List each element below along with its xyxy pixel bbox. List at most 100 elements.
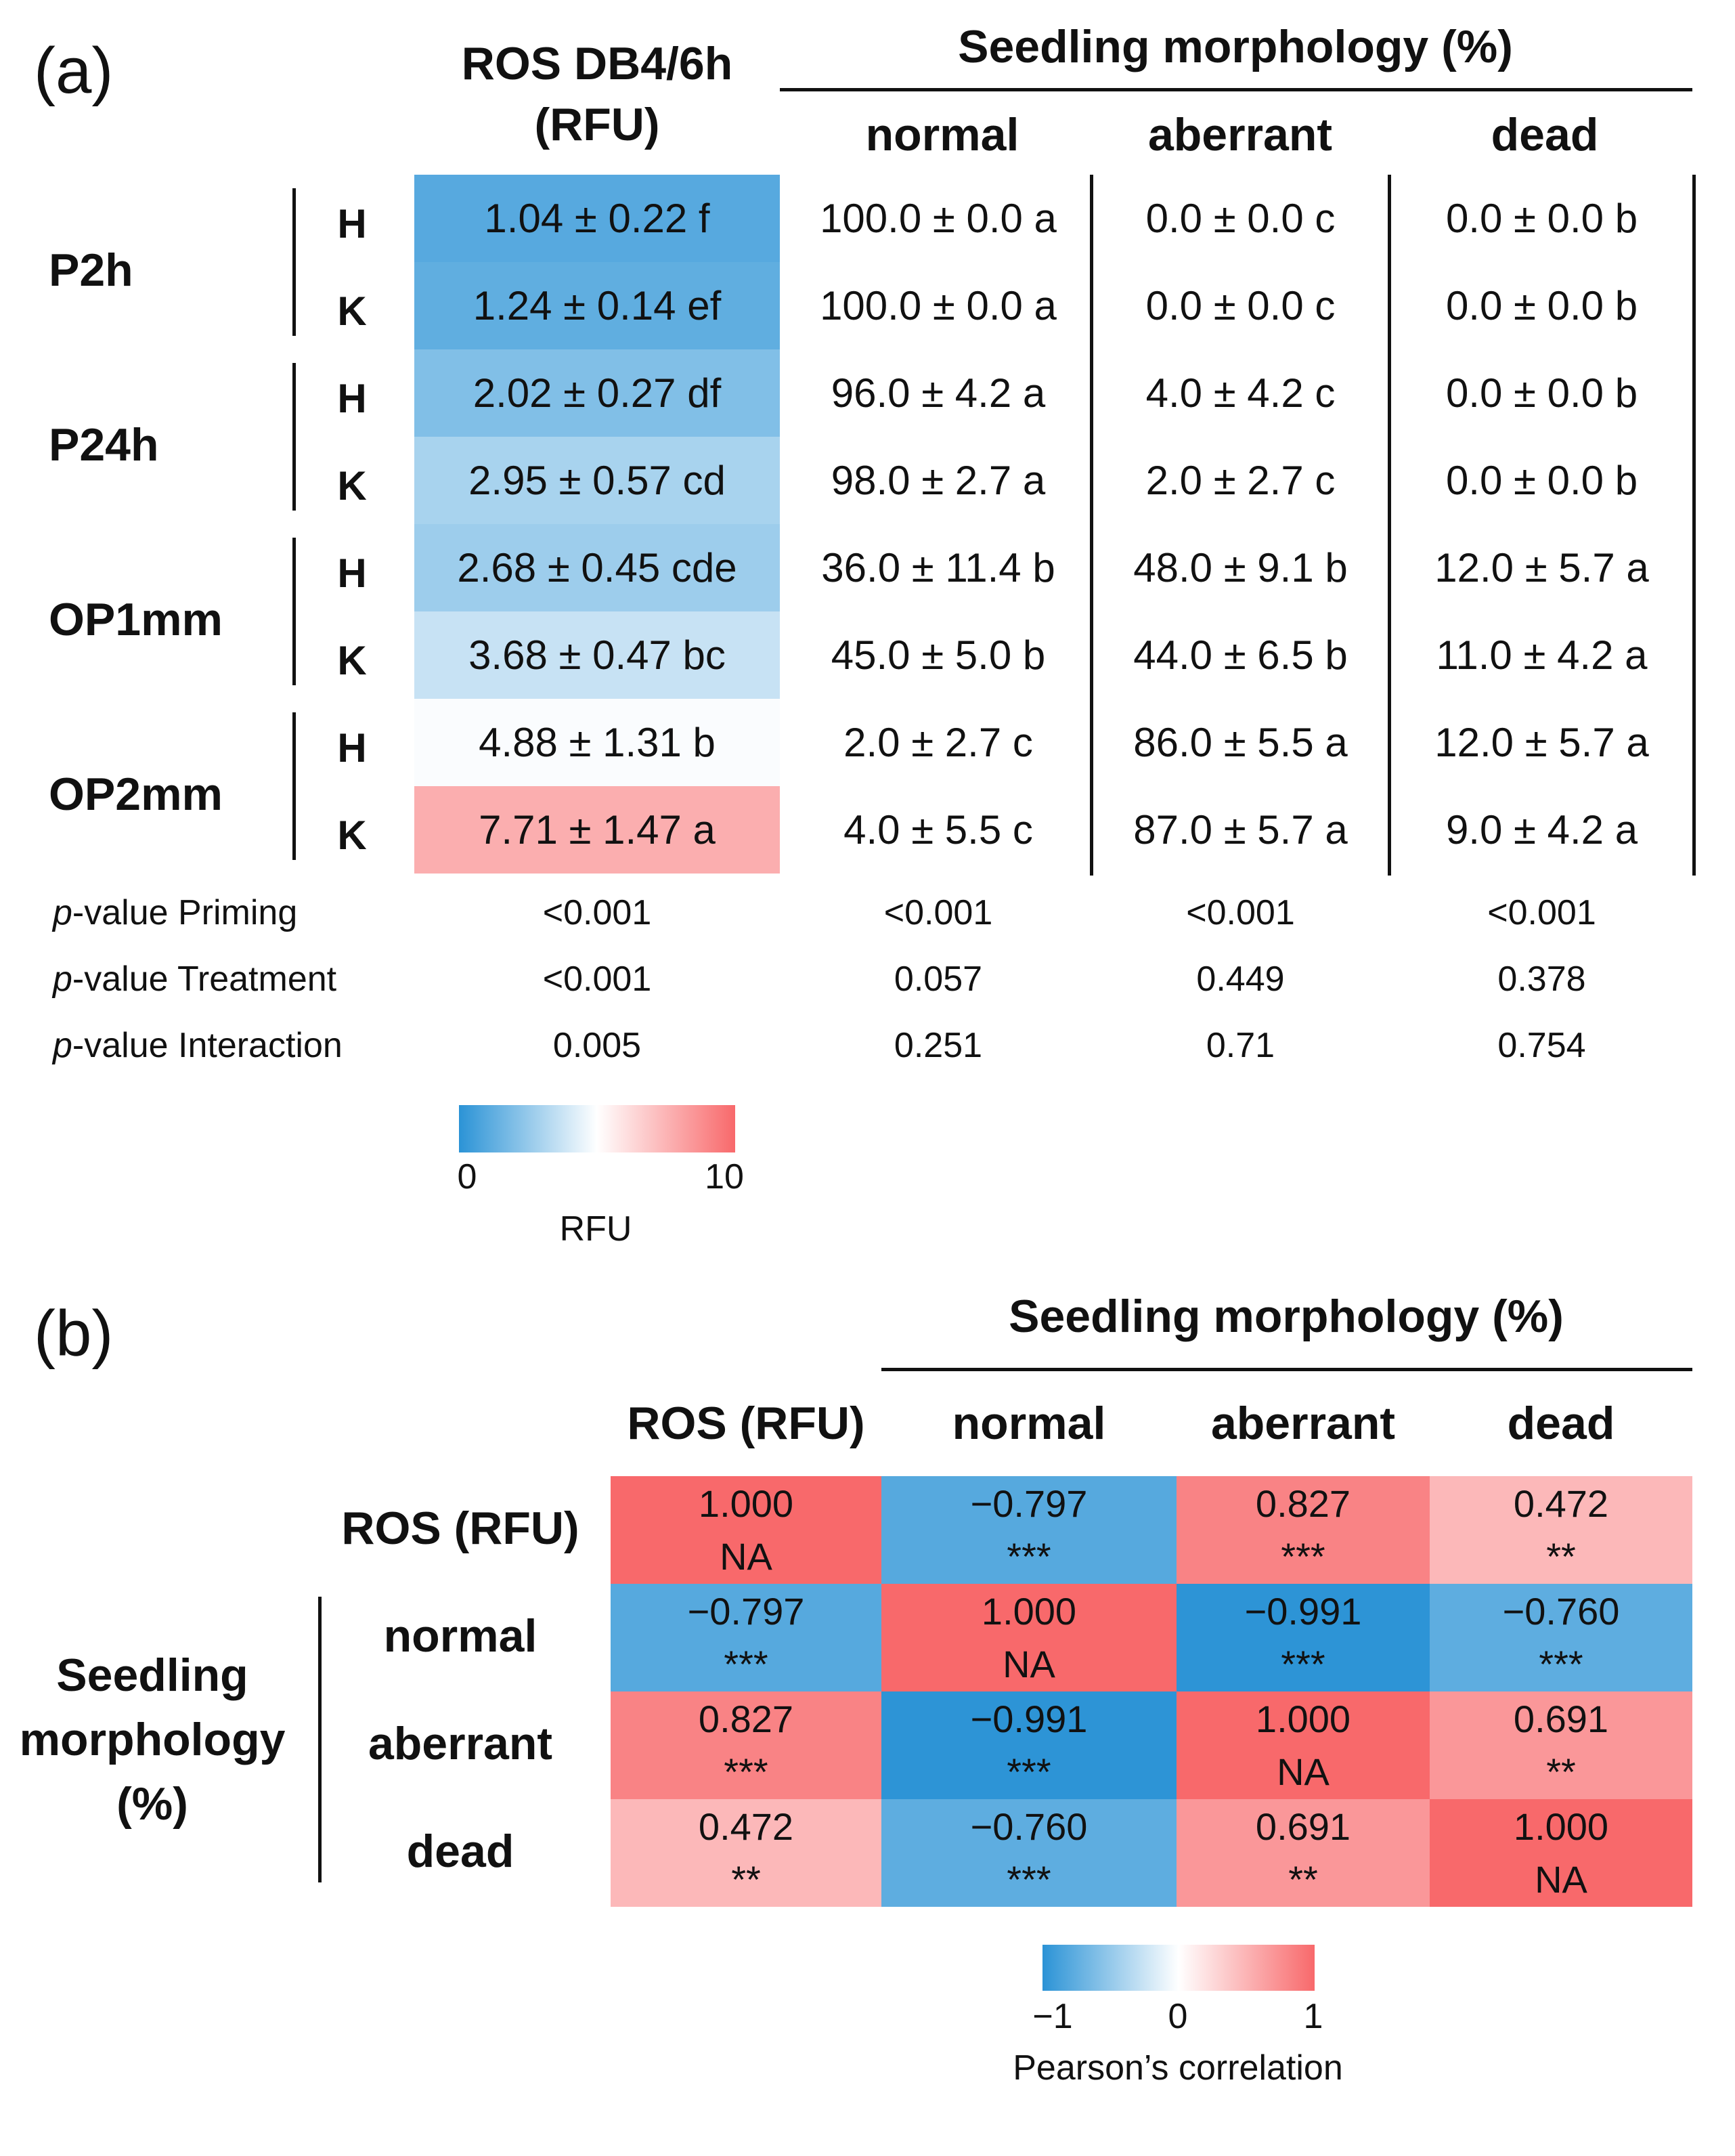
- pvalue-label-text: -value Treatment: [72, 960, 337, 999]
- corr-row-dead: dead: [406, 1826, 514, 1877]
- group-label-p2h: P2h: [49, 244, 133, 296]
- corr-significance: NA: [720, 1534, 772, 1578]
- pvalue-ros: <0.001: [542, 893, 652, 932]
- corr-significance: ***: [724, 1642, 768, 1685]
- morph-header-rule-b: [881, 1368, 1692, 1371]
- pvalue-label-text: -value Priming: [72, 893, 298, 932]
- corr-value: −0.760: [1502, 1589, 1620, 1633]
- corr-cell: −0.797 ***: [881, 1476, 1177, 1584]
- corr-significance: ***: [1007, 1857, 1051, 1901]
- dead-cell: 9.0 ± 4.2 a: [1445, 807, 1638, 853]
- panel-b-label: (b): [34, 1297, 114, 1370]
- corr-cell: −0.797 ***: [611, 1584, 881, 1691]
- aberrant-cell: 0.0 ± 0.0 c: [1145, 196, 1336, 241]
- col-separator-1: [1090, 175, 1093, 876]
- group-bracket-p24h: [292, 363, 296, 511]
- pvalue-prefix: p: [53, 960, 72, 999]
- normal-cell: 45.0 ± 5.0 b: [831, 632, 1046, 678]
- corr-significance: ***: [1007, 1534, 1051, 1578]
- ros-header-line2: (RFU): [534, 99, 660, 150]
- corr-cell: 0.691 **: [1430, 1691, 1692, 1799]
- pvalue-dead: 0.378: [1497, 960, 1586, 999]
- corr-value: 1.000: [981, 1589, 1077, 1633]
- corr-cell: 1.000 NA: [1177, 1691, 1430, 1799]
- pvalue-normal: 0.251: [894, 1026, 983, 1065]
- ros-heat-cell: 1.24 ± 0.14 ef: [414, 262, 780, 349]
- corr-row-aberrant: aberrant: [368, 1718, 553, 1769]
- corr-value: −0.797: [687, 1589, 805, 1633]
- ros-heat-cell: 4.88 ± 1.31 b: [414, 699, 780, 786]
- sub-label-h: H: [337, 376, 367, 421]
- aberrant-cell: 0.0 ± 0.0 c: [1145, 283, 1336, 328]
- sub-label-h: H: [337, 725, 367, 771]
- ros-heat-cell: 2.95 ± 0.57 cd: [414, 437, 780, 524]
- pvalue-normal: <0.001: [883, 893, 993, 932]
- rfu-legend-max: 10: [705, 1157, 744, 1196]
- corr-significance: NA: [1277, 1750, 1330, 1793]
- corr-value: 1.000: [1255, 1697, 1351, 1740]
- corr-col-aberrant: aberrant: [1210, 1398, 1396, 1449]
- corr-col-dead: dead: [1507, 1398, 1615, 1449]
- corr-value: 0.691: [1513, 1697, 1609, 1740]
- sub-label-k: K: [337, 288, 367, 334]
- corr-significance: ***: [1281, 1534, 1325, 1578]
- morph-header-a: Seedling morphology (%): [958, 21, 1513, 72]
- corr-significance: **: [1546, 1534, 1576, 1578]
- normal-cell: 96.0 ± 4.2 a: [831, 370, 1046, 416]
- corr-significance: **: [731, 1857, 761, 1901]
- aberrant-cell: 87.0 ± 5.7 a: [1133, 807, 1348, 853]
- corr-value: 1.000: [1513, 1805, 1609, 1848]
- corr-value: 0.472: [1513, 1482, 1609, 1525]
- pvalue-aberrant: 0.449: [1196, 960, 1285, 999]
- corr-value: −0.991: [970, 1697, 1088, 1740]
- corr-significance: ***: [1281, 1642, 1325, 1685]
- side-label-line1: Seedling: [56, 1650, 248, 1701]
- group-label-op2mm: OP2mm: [49, 769, 223, 820]
- aberrant-cell: 2.0 ± 2.7 c: [1145, 458, 1336, 503]
- pvalue-label: p-value Treatment: [53, 959, 336, 999]
- panel-a-label: (a): [34, 35, 114, 107]
- normal-cell: 100.0 ± 0.0 a: [820, 283, 1057, 328]
- pvalue-aberrant: <0.001: [1186, 893, 1295, 932]
- aberrant-cell: 86.0 ± 5.5 a: [1133, 720, 1348, 765]
- side-label-line3: (%): [116, 1778, 188, 1830]
- corr-significance: **: [1546, 1750, 1576, 1793]
- pvalue-label: p-value Priming: [53, 892, 297, 933]
- corr-significance: ***: [1539, 1642, 1583, 1685]
- corr-col-normal: normal: [952, 1398, 1106, 1449]
- corr-value: 0.472: [698, 1805, 794, 1848]
- dead-cell: 0.0 ± 0.0 b: [1445, 196, 1638, 241]
- ros-heat-cell: 2.02 ± 0.27 df: [414, 349, 780, 437]
- corr-cell: 1.000 NA: [1430, 1799, 1692, 1907]
- corr-cell: 1.000 NA: [881, 1584, 1177, 1691]
- corr-cell: −0.991 ***: [881, 1691, 1177, 1799]
- corr-cell: 0.691 **: [1177, 1799, 1430, 1907]
- corr-significance: NA: [1535, 1857, 1587, 1901]
- corr-significance: **: [1288, 1857, 1318, 1901]
- rfu-color-scale: [459, 1105, 735, 1152]
- corr-value: −0.797: [970, 1482, 1088, 1525]
- corr-cell: 0.472 **: [1430, 1476, 1692, 1584]
- pvalue-dead: <0.001: [1487, 893, 1596, 932]
- corr-legend-mid: 0: [1168, 1997, 1188, 2036]
- normal-cell: 98.0 ± 2.7 a: [831, 458, 1046, 503]
- ros-heat-cell: 2.68 ± 0.45 cde: [414, 524, 780, 611]
- ros-heat-cell: 7.71 ± 1.47 a: [414, 786, 780, 874]
- sub-label-k: K: [337, 463, 367, 509]
- side-label-line2: morphology: [19, 1714, 286, 1765]
- normal-cell: 2.0 ± 2.7 c: [843, 720, 1033, 765]
- corr-legend-title: Pearson’s correlation: [1013, 2048, 1343, 2088]
- corr-value: 0.827: [1255, 1482, 1351, 1525]
- aberrant-cell: 48.0 ± 9.1 b: [1133, 545, 1348, 590]
- corr-row-ros: ROS (RFU): [341, 1503, 579, 1554]
- sub-label-h: H: [337, 551, 367, 596]
- corr-cell: −0.991 ***: [1177, 1584, 1430, 1691]
- corr-value: 1.000: [698, 1482, 794, 1525]
- aberrant-cell: 44.0 ± 6.5 b: [1133, 632, 1348, 678]
- corr-significance: ***: [1007, 1750, 1051, 1793]
- corr-row-normal: normal: [383, 1610, 537, 1662]
- ros-heat-cell: 3.68 ± 0.47 bc: [414, 611, 780, 699]
- correlation-color-scale: [1042, 1945, 1315, 1991]
- rfu-legend-min: 0: [457, 1157, 477, 1196]
- dead-cell: 12.0 ± 5.7 a: [1434, 545, 1649, 590]
